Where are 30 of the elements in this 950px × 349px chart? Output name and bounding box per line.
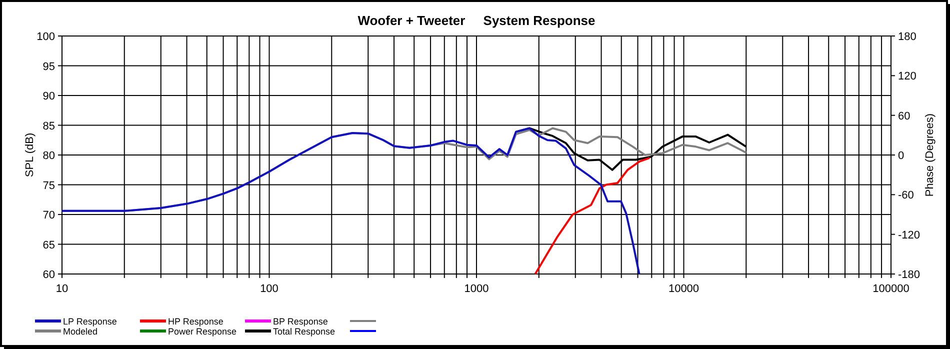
legend-label: BP Response bbox=[273, 316, 328, 326]
legend-label: Power Response bbox=[168, 326, 237, 336]
x-tick-label: 10000 bbox=[668, 283, 700, 295]
y2-tick-label: 120 bbox=[898, 70, 916, 83]
legend-label: Total Response bbox=[273, 326, 336, 336]
legend-label: LP Response bbox=[63, 316, 117, 326]
legend-label: HP Response bbox=[168, 316, 224, 326]
y2-tick-label: -60 bbox=[898, 190, 914, 202]
y2-tick-label: 60 bbox=[898, 110, 910, 122]
y-tick-label: 90 bbox=[42, 90, 55, 102]
y2-tick-label: 180 bbox=[898, 31, 916, 43]
y-tick-label: 70 bbox=[42, 210, 55, 222]
y-tick-label: 100 bbox=[36, 31, 55, 43]
x-tick-label: 1000 bbox=[464, 283, 489, 295]
y-tick-label: 80 bbox=[42, 150, 55, 162]
y-tick-label: 85 bbox=[42, 120, 55, 132]
y-axis-title: SPL (dB) bbox=[24, 132, 36, 178]
y-tick-label: 65 bbox=[42, 239, 55, 252]
chart-title: Woofer + Tweeter System Response bbox=[358, 13, 596, 28]
y-tick-label: 60 bbox=[42, 269, 55, 281]
y2-tick-label: 0 bbox=[898, 150, 904, 162]
x-tick-label: 100000 bbox=[872, 283, 910, 295]
x-tick-label: 10 bbox=[56, 283, 68, 295]
y-tick-label: 95 bbox=[42, 60, 55, 73]
y-tick-label: 75 bbox=[42, 180, 55, 192]
legend-label: Modeled bbox=[63, 326, 98, 336]
y2-tick-label: -180 bbox=[898, 269, 920, 281]
y2-axis-title: Phase (Degrees) bbox=[924, 113, 936, 197]
x-tick-label: 100 bbox=[260, 283, 278, 295]
y2-tick-label: -120 bbox=[898, 229, 920, 242]
